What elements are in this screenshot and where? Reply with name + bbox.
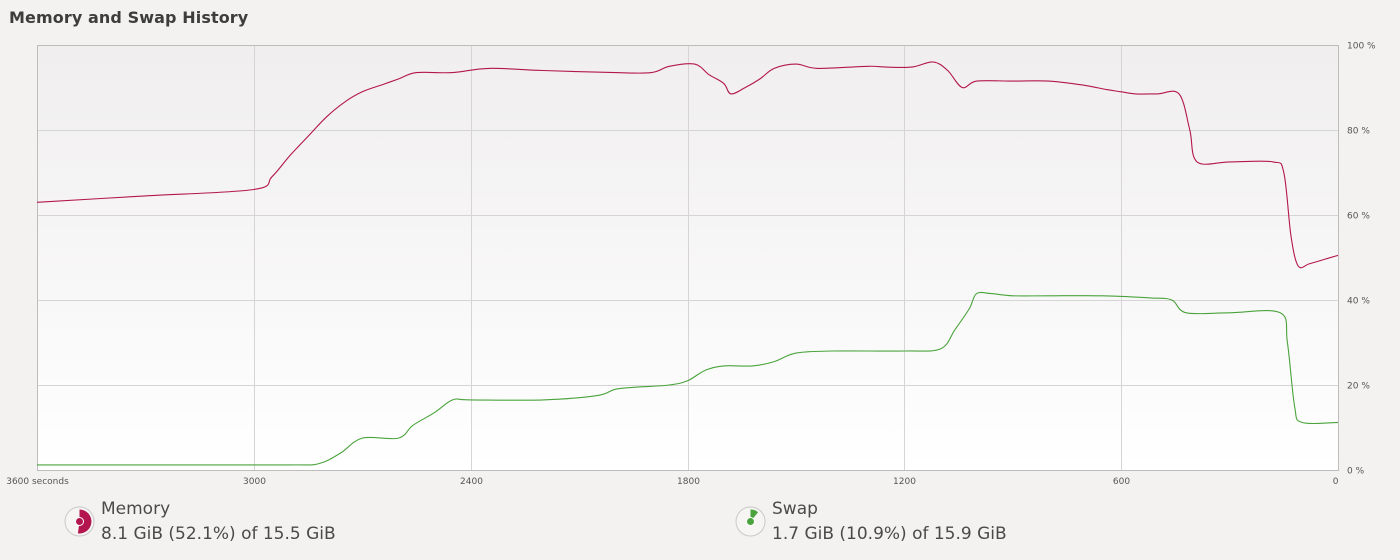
x-tick-label: 3000 [243,477,266,487]
legend-memory: Memory 8.1 GiB (52.1%) of 15.5 GiB [64,498,384,548]
swap-series-line [37,291,1339,466]
legend-swap: Swap 1.7 GiB (10.9%) of 15.9 GiB [735,498,1055,548]
memory-series-line [36,61,1339,269]
tick-labels: 100 % 80 % 60 % 40 % 20 % 0 % 3600 seconds 3000… [6,42,1376,488]
y-tick-label: 100 % [1347,42,1376,52]
y-tick-label: 0 % [1347,467,1365,477]
y-tick-label: 60 % [1347,212,1370,222]
swap-usage-value: 1.7 GiB (10.9%) of 15.9 GiB [772,524,1007,544]
x-tick-label: 0 [1333,477,1339,487]
y-tick-label: 40 % [1347,297,1370,307]
memory-swap-chart: 100 % 80 % 60 % 40 % 20 % 0 % 3600 seconds 3000… [6,42,1376,488]
swap-legend-label: Swap [772,499,818,519]
memory-usage-value: 8.1 GiB (52.1%) of 15.5 GiB [101,524,336,544]
series-lines [36,61,1339,466]
x-tick-label: 600 [1113,477,1130,487]
y-tick-label: 20 % [1347,382,1370,392]
plot-frame [37,45,1339,471]
x-tick-label: 2400 [460,477,483,487]
plot-area [37,45,1338,470]
swap-pie-icon [735,506,766,537]
memory-legend-label: Memory [101,499,171,519]
pie-wedge [77,509,92,534]
pie-center [75,517,84,526]
panel-title: Memory and Swap History [9,8,249,27]
y-tick-label: 80 % [1347,127,1370,137]
x-tick-label: 3600 seconds [6,477,69,487]
x-tick-label: 1200 [893,477,916,487]
x-tick-label: 1800 [677,477,700,487]
pie-center [746,517,755,526]
memory-pie-icon [64,506,95,537]
